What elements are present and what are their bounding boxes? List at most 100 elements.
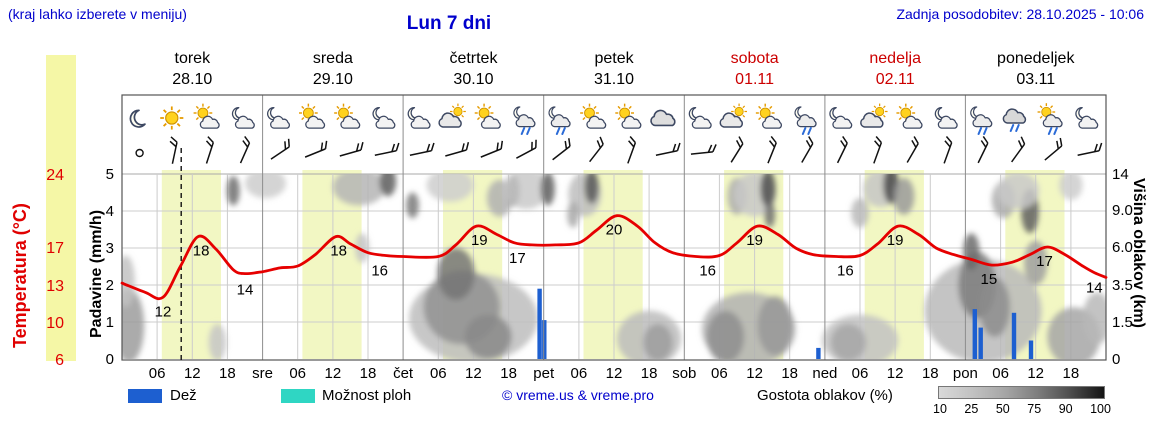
wind-barb-icon <box>1011 136 1026 163</box>
day-name: nedelja <box>869 50 921 67</box>
wind-barb-icon <box>270 138 290 160</box>
day-header: sobota 01.11 <box>684 48 825 90</box>
temperature-label: 19 <box>887 232 904 249</box>
day-date: 02.11 <box>875 71 915 88</box>
wind-barb-icon <box>655 142 681 157</box>
wind-barb-icon <box>304 140 328 158</box>
rain-bars <box>537 288 1034 360</box>
day-header: nedelja 02.11 <box>825 48 966 90</box>
weather-icon-sun-cloud <box>299 103 326 129</box>
day-date: 01.11 <box>735 71 775 88</box>
temperature-label: 17 <box>1036 253 1053 270</box>
wind-barb-icon <box>627 136 637 164</box>
day-date: 29.10 <box>312 71 353 88</box>
weather-icon-sun-cloud <box>896 103 923 129</box>
x-axis-tick: pet <box>533 365 555 382</box>
weather-icon-moon-cloud <box>688 106 712 129</box>
temperature-label: 20 <box>606 222 623 239</box>
weather-icon-cloud-sun <box>719 103 747 128</box>
temperature-tick: 6 <box>55 352 64 369</box>
x-axis-tick: 06 <box>289 365 306 382</box>
weather-icon-moon-cloud <box>372 106 396 129</box>
x-axis-tick: 18 <box>219 365 236 382</box>
x-axis-tick: 18 <box>1063 365 1080 382</box>
x-axis-tick: čet <box>393 365 414 382</box>
temperature-label: 16 <box>371 263 388 280</box>
weather-icon-moon-cloud <box>829 106 853 129</box>
precipitation-tick: 4 <box>106 203 114 220</box>
x-axis-tick: 06 <box>852 365 869 382</box>
day-date: 31.10 <box>594 71 635 88</box>
rain-legend-label: Dež <box>170 387 197 404</box>
wind-barb-icon <box>836 136 848 164</box>
density-tick: 100 <box>1090 402 1111 416</box>
x-axis-tick: 06 <box>149 365 166 382</box>
x-axis-tick: sob <box>672 365 696 382</box>
page-title: Lun 7 dni <box>406 13 492 34</box>
temperature-label: 19 <box>746 232 763 249</box>
temperature-label: 14 <box>1086 280 1103 297</box>
temperature-tick: 10 <box>46 315 64 332</box>
cloud-density-ticks: 10 25 50 75 90 100 <box>933 402 1111 416</box>
weather-icon-moon-cloud <box>407 106 431 129</box>
temperature-curve <box>120 214 1108 301</box>
wind-barb-icon <box>374 142 400 157</box>
x-axis-tick: pon <box>953 365 978 382</box>
x-axis-tick: 06 <box>430 365 447 382</box>
day-date: 30.10 <box>453 71 494 88</box>
density-tick: 25 <box>964 402 979 416</box>
cloud-density-label: Gostota oblakov (%) <box>757 387 893 404</box>
wind-barb-icon <box>589 136 604 163</box>
day-name: sobota <box>730 50 779 67</box>
weather-icon-moon-cloud <box>934 106 958 129</box>
temperature-label: 14 <box>237 282 254 299</box>
copyright-link[interactable]: © vreme.us & vreme.pro <box>502 387 654 403</box>
day-name: petek <box>594 50 634 67</box>
weather-icon-sun-cloud <box>580 103 607 129</box>
temperature-tick: 13 <box>46 278 64 295</box>
precipitation-tick: 0 <box>106 351 114 368</box>
wind-barb-icon <box>516 139 537 159</box>
weather-icon-moon-cloud-rain <box>548 106 571 135</box>
weather-icon-moon-cloud <box>267 106 290 129</box>
density-tick: 10 <box>933 402 947 416</box>
day-name: torek <box>174 50 211 67</box>
weather-icon-moon-cloud-rain <box>794 106 817 135</box>
temperature-label: 17 <box>509 250 526 267</box>
cloud-layer <box>122 174 1106 359</box>
day-header: sreda 29.10 <box>263 48 404 90</box>
wind-barb-icon <box>239 136 251 164</box>
temperature-label: 18 <box>193 243 210 260</box>
weather-icon-moon <box>129 109 146 128</box>
weather-icon-moon-cloud-rain <box>513 106 536 135</box>
wind-barb-icon <box>943 136 953 164</box>
weather-icon-sun-cloud <box>193 103 220 129</box>
day-header: torek 28.10 <box>122 48 263 90</box>
weather-icon-sun-cloud-rain <box>1037 103 1063 135</box>
cloud-height-tick: 9.0 <box>1112 202 1133 219</box>
cloud-height-tick: 6.0 <box>1112 239 1133 256</box>
x-axis-tick: 12 <box>606 365 623 382</box>
wind-barb-icon <box>205 136 215 164</box>
wind-barb-icon <box>1044 137 1063 161</box>
weather-icon-cloud <box>650 109 676 127</box>
x-axis-tick: 12 <box>465 365 482 382</box>
weather-icon-cloud-rain <box>1002 108 1027 132</box>
x-axis-tick: 12 <box>887 365 904 382</box>
day-name: ponedeljek <box>997 50 1075 67</box>
temperature-label: 15 <box>981 271 998 288</box>
weather-icon-sun-cloud <box>755 103 782 129</box>
density-tick: 75 <box>1027 402 1042 416</box>
x-axis-tick: 06 <box>992 365 1009 382</box>
weather-icon-moon-cloud-rain <box>970 106 993 135</box>
day-header: četrtek 30.10 <box>403 48 544 90</box>
precipitation-tick: 5 <box>106 166 114 183</box>
cloud-height-tick: 0 <box>1112 351 1120 368</box>
wind-barb-icon <box>552 138 571 161</box>
temperature-label: 19 <box>471 232 488 249</box>
cloud-height-tick: 1.5 <box>1112 314 1133 331</box>
wind-barb-icon <box>445 141 470 157</box>
weather-icon-sun-cloud <box>615 103 642 129</box>
